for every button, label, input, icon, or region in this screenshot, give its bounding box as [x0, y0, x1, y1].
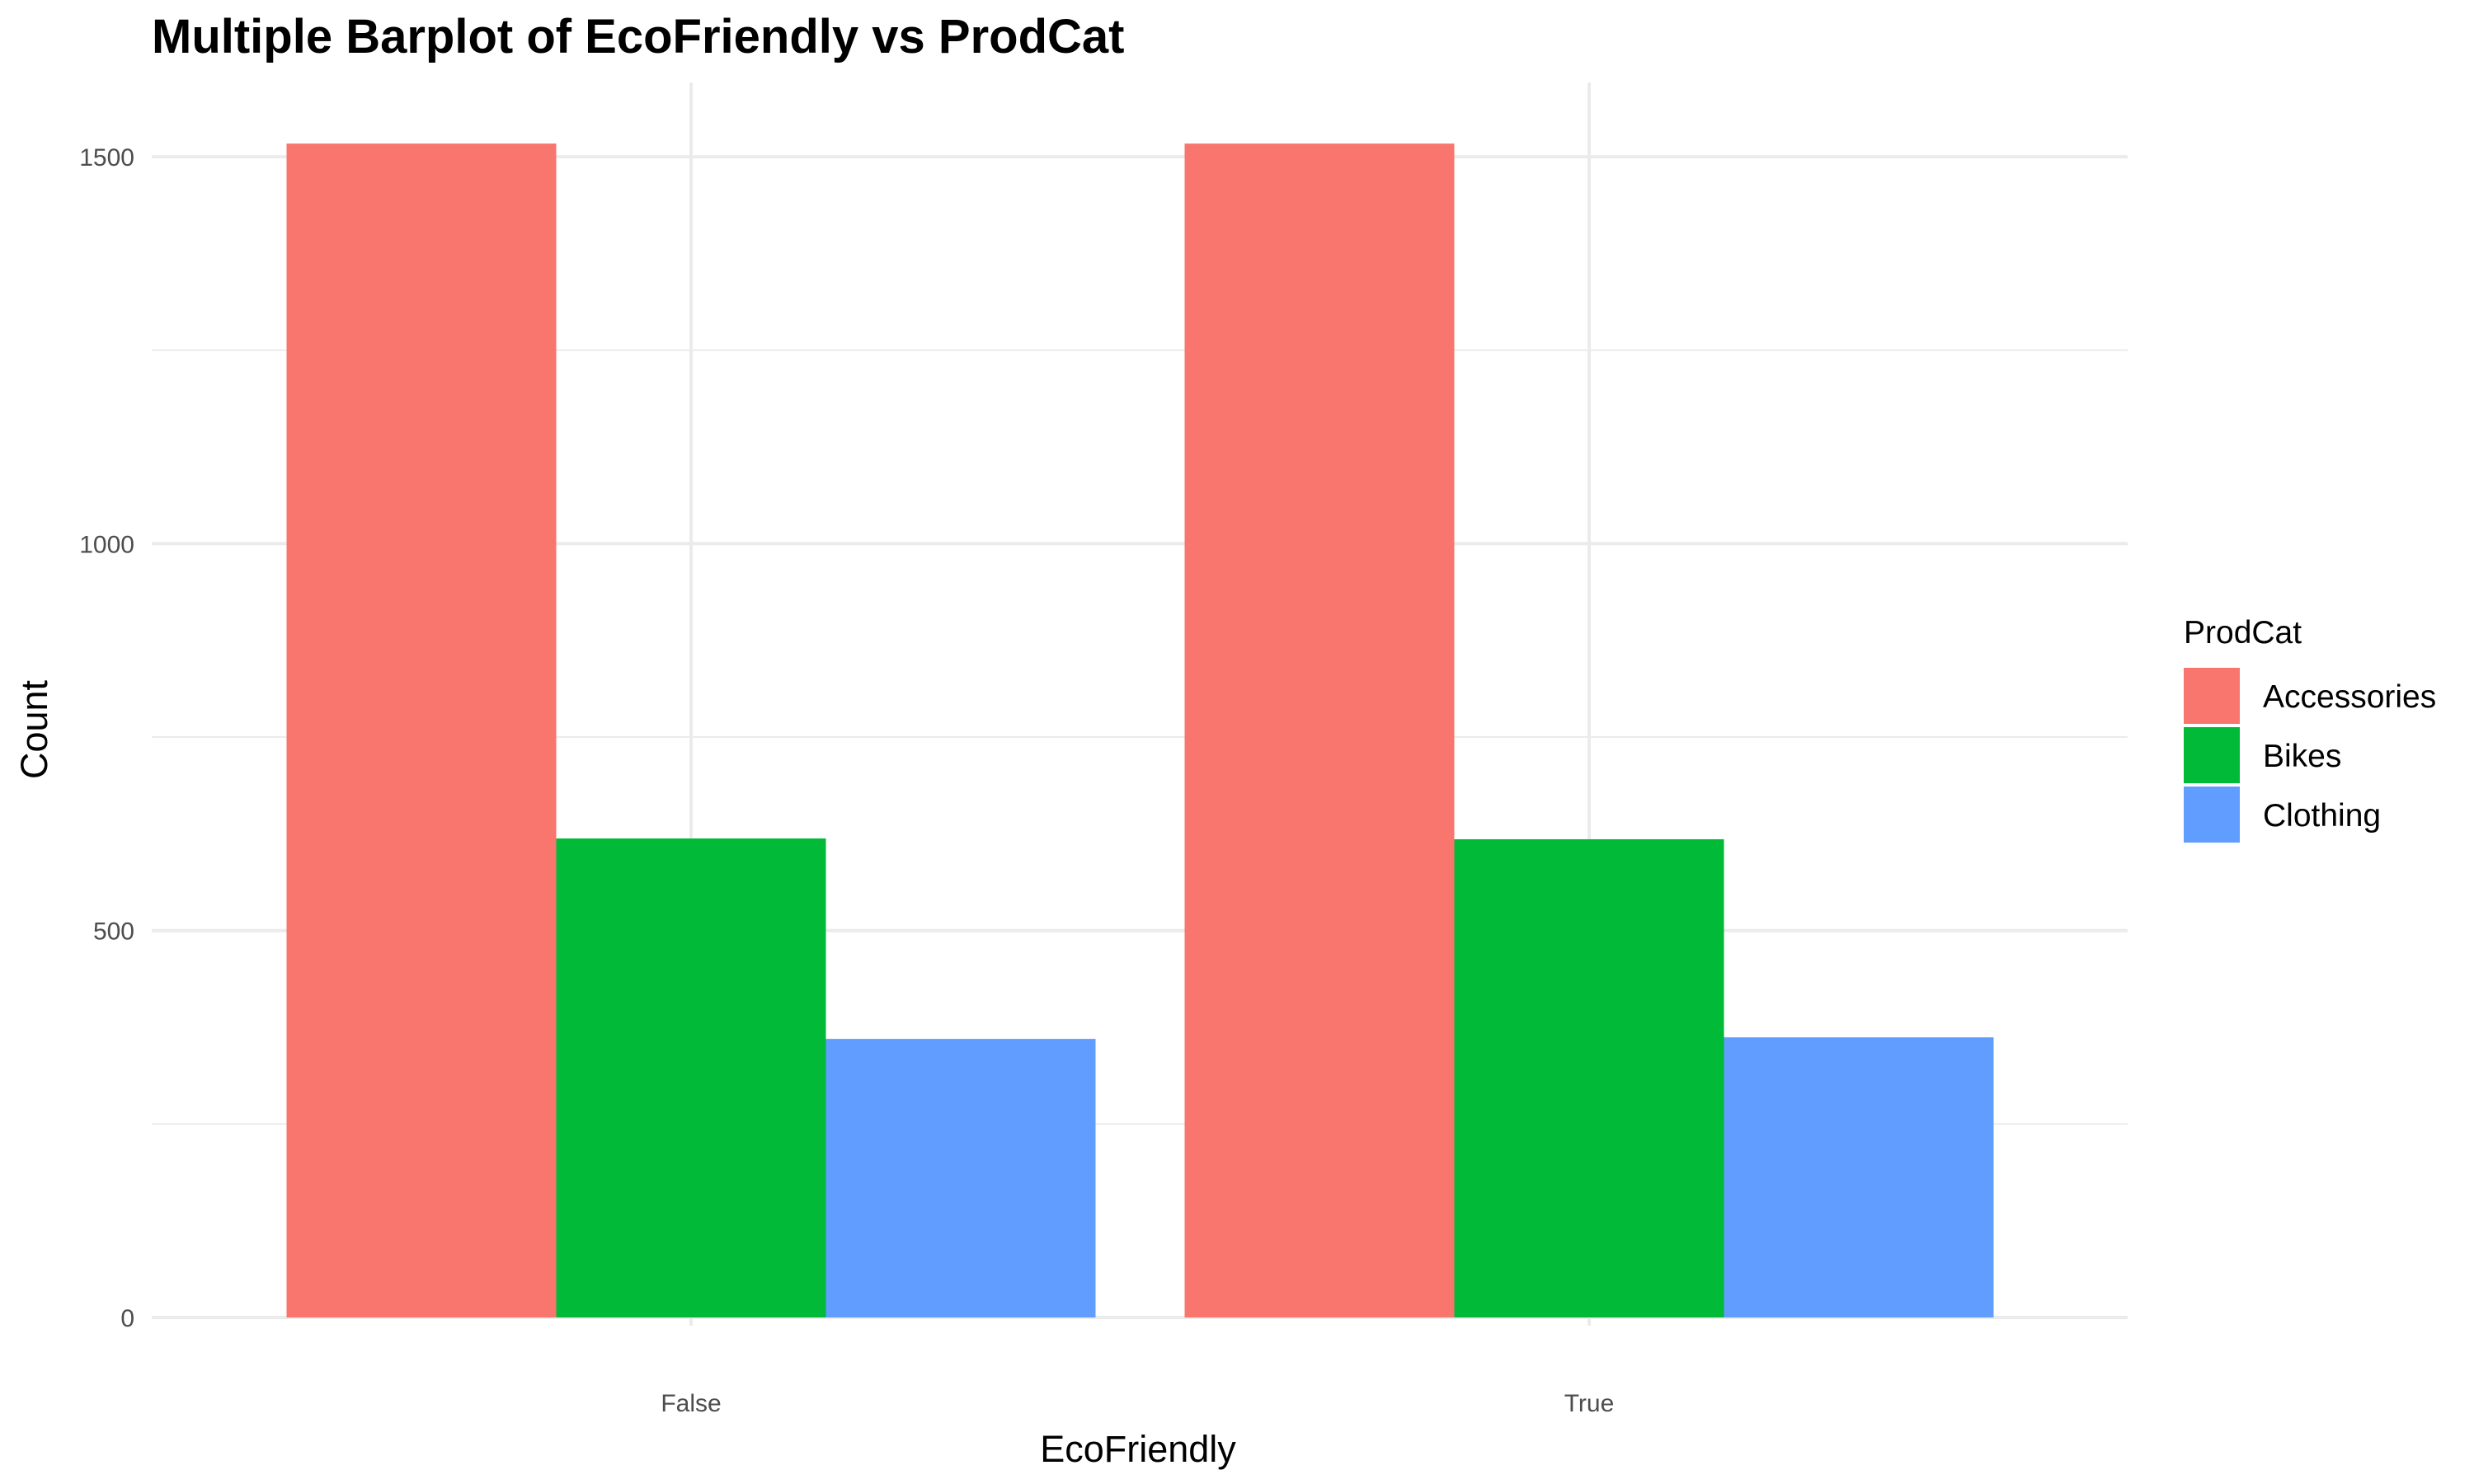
- x-tick-label: True: [1564, 1390, 1615, 1417]
- x-axis-title: EcoFriendly: [1040, 1428, 1236, 1470]
- bar-clothing-false: [825, 1039, 1096, 1317]
- y-axis-title: Count: [13, 679, 55, 779]
- bar-clothing-true: [1724, 1037, 1994, 1317]
- legend-swatch-accessories: [2184, 668, 2240, 724]
- bar-bikes-true: [1454, 838, 1724, 1317]
- y-tick-label: 0: [120, 1305, 134, 1332]
- legend: ProdCat Accessories Bikes Clothing: [2184, 615, 2436, 843]
- legend-title: ProdCat: [2184, 615, 2302, 650]
- bar-bikes-false: [556, 838, 826, 1317]
- bars-group: [286, 143, 1994, 1317]
- y-tick-label: 500: [93, 918, 134, 946]
- chart-title: Multiple Barplot of EcoFriendly vs ProdC…: [152, 10, 1124, 63]
- bar-accessories-true: [1184, 143, 1455, 1317]
- legend-label-clothing: Clothing: [2263, 798, 2381, 834]
- y-tick-label: 1000: [79, 531, 134, 558]
- legend-label-accessories: Accessories: [2263, 679, 2436, 715]
- x-axis-ticks: False True: [661, 1390, 1614, 1417]
- legend-label-bikes: Bikes: [2263, 739, 2341, 774]
- x-tick-label: False: [661, 1390, 721, 1417]
- legend-swatch-clothing: [2184, 787, 2240, 843]
- y-tick-label: 1500: [79, 144, 134, 171]
- y-axis-ticks: 0 500 1000 1500: [79, 144, 134, 1332]
- bar-accessories-false: [286, 143, 557, 1317]
- legend-swatch-bikes: [2184, 727, 2240, 783]
